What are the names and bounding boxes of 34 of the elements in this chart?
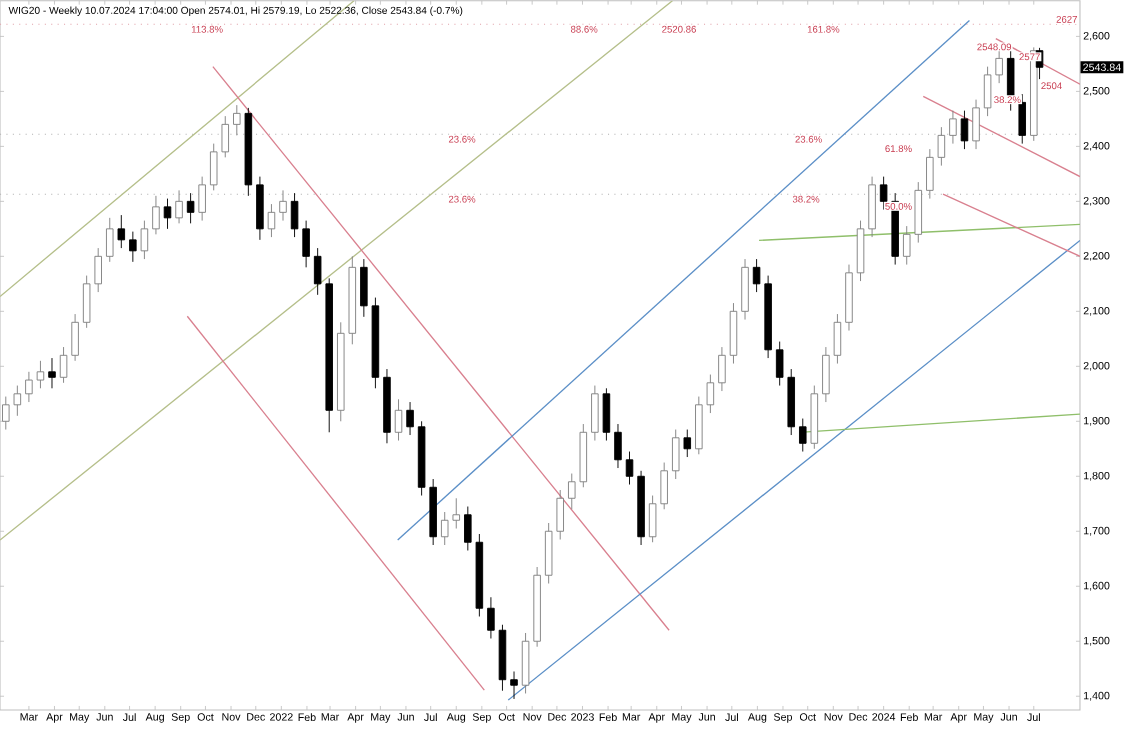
candlestick bbox=[256, 176, 264, 241]
candlestick bbox=[175, 189, 183, 224]
candlestick bbox=[163, 198, 172, 230]
candlestick bbox=[140, 220, 149, 260]
candlestick bbox=[117, 214, 126, 249]
candlestick bbox=[799, 418, 807, 453]
candlestick bbox=[868, 176, 876, 238]
candlestick bbox=[949, 110, 957, 145]
candlestick bbox=[129, 231, 137, 263]
candlestick bbox=[487, 596, 495, 639]
candlestick bbox=[186, 192, 195, 224]
candlestick bbox=[718, 346, 726, 392]
candlestick bbox=[614, 423, 622, 469]
candlestick bbox=[233, 104, 241, 136]
candlestick bbox=[394, 398, 403, 442]
candlestick bbox=[267, 203, 276, 238]
candlestick bbox=[602, 387, 611, 442]
candlestick bbox=[972, 99, 980, 150]
candlestick bbox=[510, 671, 518, 700]
candlestick bbox=[591, 385, 599, 442]
candlestick bbox=[198, 176, 206, 222]
candlestick bbox=[1018, 93, 1026, 145]
candlestick bbox=[960, 110, 969, 150]
candlestick bbox=[729, 302, 738, 365]
candlestick bbox=[406, 401, 414, 436]
candlestick bbox=[152, 195, 160, 235]
candlestick bbox=[741, 258, 749, 321]
candlestick bbox=[48, 357, 56, 389]
candlestick bbox=[683, 429, 692, 458]
candlestick bbox=[856, 220, 865, 282]
candlestick bbox=[279, 189, 287, 222]
candlestick bbox=[671, 429, 680, 480]
candlestick bbox=[105, 217, 114, 263]
candlestick bbox=[625, 451, 634, 485]
